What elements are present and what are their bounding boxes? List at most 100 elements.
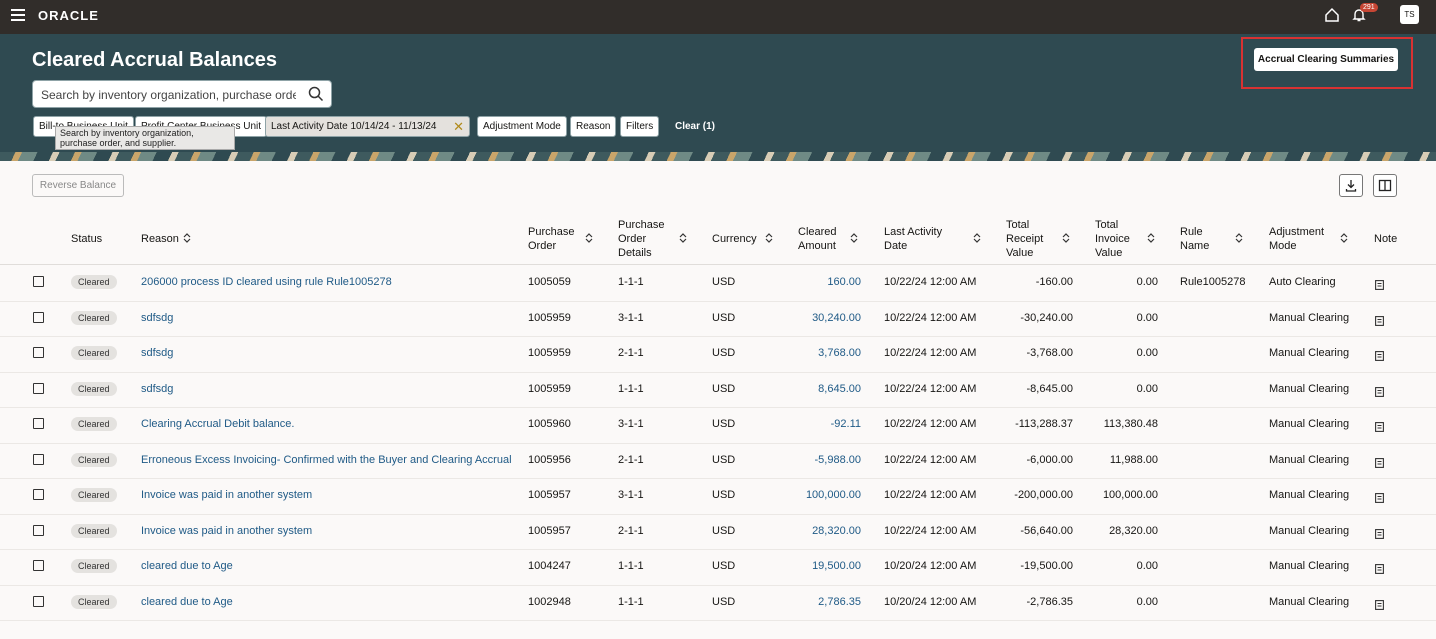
- columns-icon: [1378, 179, 1392, 192]
- table-cell: Manual Clearing: [1269, 418, 1350, 430]
- row-divider: [0, 300, 1436, 302]
- table-cell: -113,288.37: [1015, 418, 1073, 430]
- row-divider: [0, 407, 1436, 408]
- row-divider: [0, 371, 1436, 373]
- link-cell[interactable]: 30,240.00: [812, 311, 861, 324]
- row-checkbox[interactable]: [33, 453, 44, 465]
- link-cell[interactable]: 100,000.00: [805, 489, 861, 501]
- notification-badge: 291: [1360, 3, 1378, 12]
- status-cell: Cleared: [71, 585, 126, 620]
- note-icon[interactable]: [1375, 490, 1384, 508]
- table-cell: USD: [712, 276, 736, 288]
- row-checkbox[interactable]: [33, 489, 44, 500]
- note-icon[interactable]: [1375, 526, 1384, 544]
- table-cell: 10/22/24 12:00 AM: [884, 382, 977, 395]
- row-checkbox[interactable]: [33, 276, 44, 287]
- reverse-balance-button[interactable]: Reverse Balance: [32, 174, 124, 197]
- column-header[interactable]: Currency: [712, 233, 757, 245]
- note-icon[interactable]: [1375, 455, 1384, 473]
- row-checkbox[interactable]: [33, 382, 44, 394]
- link-cell[interactable]: Clearing Accrual Debit balance.: [141, 418, 295, 430]
- column-header[interactable]: Adjustment Mode: [1269, 226, 1325, 252]
- column-header[interactable]: Cleared Amount: [798, 226, 837, 252]
- columns-button[interactable]: [1373, 174, 1397, 197]
- download-icon: [1345, 180, 1357, 192]
- column-header[interactable]: Purchase Order: [528, 226, 575, 252]
- home-icon[interactable]: [1324, 7, 1340, 23]
- column-header[interactable]: Total Invoice Value: [1095, 219, 1130, 259]
- note-icon[interactable]: [1375, 597, 1384, 615]
- link-cell[interactable]: 206000 process ID cleared using rule Rul…: [141, 276, 392, 288]
- table-cell: 10/22/24 12:00 AM: [884, 347, 977, 359]
- filter-chip[interactable]: Filters: [620, 116, 660, 137]
- link-cell[interactable]: cleared due to Age: [141, 560, 233, 572]
- table-cell: USD: [712, 418, 736, 430]
- column-header[interactable]: Reason: [141, 233, 179, 245]
- link-cell[interactable]: 8,645.00: [818, 382, 861, 395]
- row-checkbox[interactable]: [33, 347, 44, 358]
- row-checkbox[interactable]: [33, 560, 44, 571]
- status-cell: Cleared: [71, 265, 126, 300]
- table-cell: 1002948: [528, 595, 571, 608]
- search-icon[interactable]: [308, 86, 324, 102]
- table-cell: Manual Clearing: [1269, 382, 1350, 395]
- link-cell[interactable]: sdfsdg: [141, 347, 174, 359]
- link-cell[interactable]: sdfsdg: [141, 382, 174, 395]
- export-button[interactable]: [1339, 174, 1363, 197]
- filter-chip[interactable]: Adjustment Mode: [477, 116, 567, 137]
- link-cell[interactable]: 160.00: [827, 276, 861, 288]
- link-cell[interactable]: cleared due to Age: [141, 595, 233, 608]
- link-cell[interactable]: Invoice was paid in another system: [141, 524, 313, 537]
- note-icon[interactable]: [1375, 561, 1384, 579]
- table-cell: 10/22/24 12:00 AM: [884, 524, 977, 537]
- column-header[interactable]: Rule Name: [1180, 226, 1210, 252]
- row-checkbox[interactable]: [33, 595, 44, 607]
- link-cell[interactable]: 3,768.00: [818, 347, 861, 359]
- column-header[interactable]: Purchase Order Details: [618, 219, 665, 259]
- summaries-button[interactable]: Accrual Clearing Summaries: [1254, 48, 1398, 71]
- table-cell: 11,988.00: [1109, 453, 1158, 466]
- note-icon[interactable]: [1375, 348, 1384, 366]
- remove-filter[interactable]: ✕: [453, 119, 464, 134]
- avatar[interactable]: TS: [1400, 5, 1419, 24]
- row-checkbox[interactable]: [33, 418, 44, 429]
- table-cell: 2-1-1: [618, 347, 644, 359]
- link-cell[interactable]: 2,786.35: [818, 595, 861, 608]
- row-divider: [0, 513, 1436, 515]
- link-cell[interactable]: -5,988.00: [814, 453, 861, 466]
- note-icon[interactable]: [1375, 277, 1384, 295]
- link-cell[interactable]: Invoice was paid in another system: [141, 489, 313, 501]
- table-cell: 28,320.00: [1109, 524, 1158, 537]
- row-checkbox[interactable]: [33, 311, 44, 323]
- search-box[interactable]: Search by inventory organization, purcha…: [32, 80, 332, 108]
- clear-filters[interactable]: Clear (1): [675, 121, 716, 132]
- table-cell: 1-1-1: [618, 276, 644, 288]
- row-divider: [0, 549, 1436, 550]
- table-cell: 0.00: [1136, 560, 1158, 572]
- column-header[interactable]: Total Receipt Value: [1006, 219, 1044, 259]
- table-cell: 1005959: [528, 347, 571, 359]
- table-cell: 100,000.00: [1102, 489, 1158, 501]
- note-icon[interactable]: [1375, 419, 1384, 437]
- column-header[interactable]: Last Activity Date: [884, 226, 943, 252]
- filter-chip[interactable]: Last Activity Date 10/14/24 - 11/13/24 ✕: [265, 116, 470, 137]
- link-cell[interactable]: 19,500.00: [812, 560, 861, 572]
- table-cell: USD: [712, 453, 736, 466]
- link-cell[interactable]: Erroneous Excess Invoicing- Confirmed wi…: [141, 453, 512, 466]
- link-cell[interactable]: 28,320.00: [812, 524, 861, 537]
- table-cell: 1005960: [528, 418, 571, 430]
- link-cell[interactable]: -92.11: [830, 418, 861, 430]
- row-checkbox[interactable]: [33, 524, 44, 536]
- note-icon[interactable]: [1375, 313, 1384, 331]
- filter-chip[interactable]: Reason: [570, 116, 617, 137]
- table-cell: USD: [712, 347, 736, 359]
- table-cell: 1005957: [528, 524, 571, 537]
- status-pill: Cleared: [71, 452, 117, 467]
- filter-label: Reason: [576, 121, 611, 132]
- row-divider: [0, 584, 1436, 586]
- table-cell: 3-1-1: [618, 489, 644, 501]
- link-cell[interactable]: sdfsdg: [141, 311, 174, 324]
- menu-icon[interactable]: [11, 9, 25, 21]
- note-icon[interactable]: [1375, 384, 1384, 402]
- status-pill: Cleared: [71, 594, 117, 609]
